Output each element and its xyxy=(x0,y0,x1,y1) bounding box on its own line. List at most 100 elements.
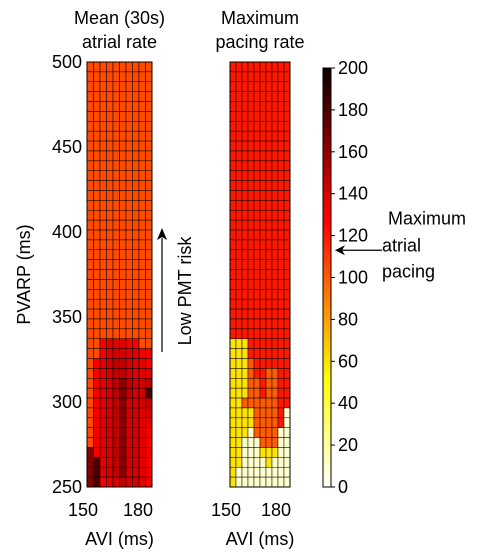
colorbar-segment xyxy=(323,218,331,223)
colorbar-segment xyxy=(323,322,331,327)
heatmap-cell xyxy=(283,348,291,359)
heatmap-cell xyxy=(259,368,267,379)
colorbar-segment xyxy=(323,214,331,219)
heatmap-cell xyxy=(277,91,285,102)
heatmap-cell xyxy=(283,81,291,92)
heatmap-cell xyxy=(235,289,243,300)
heatmap-cell xyxy=(271,160,279,171)
heatmap-cell xyxy=(125,180,133,191)
heatmap-cell xyxy=(145,259,153,270)
heatmap-cell xyxy=(99,259,107,270)
heatmap-cell xyxy=(241,229,249,241)
heatmap-cell xyxy=(271,298,279,310)
heatmap-cell xyxy=(253,61,261,73)
heatmap-cell xyxy=(125,427,133,438)
colorbar-segment xyxy=(323,81,331,87)
heatmap-cell xyxy=(86,150,94,162)
heatmap-cell xyxy=(93,476,101,488)
heatmap-cell xyxy=(112,338,120,349)
heatmap-cell xyxy=(235,328,243,339)
heatmap-cell xyxy=(86,358,94,369)
heatmap-cell xyxy=(271,150,279,162)
heatmap-cell xyxy=(125,447,133,458)
heatmap-cell xyxy=(259,397,267,409)
heatmap-cell xyxy=(241,338,249,349)
heatmap-cell xyxy=(235,210,243,221)
heatmap-cell xyxy=(247,150,255,162)
heatmap-cell xyxy=(241,447,249,458)
heatmap-cell xyxy=(271,269,279,280)
heatmap-cell xyxy=(283,200,291,211)
heatmap-cell xyxy=(112,308,120,320)
heatmap-cell xyxy=(235,338,243,349)
heatmap-cell xyxy=(125,466,133,478)
heatmap-cell xyxy=(145,219,153,231)
heatmap-cell xyxy=(265,358,273,369)
heatmap-cell xyxy=(229,101,237,112)
heatmap-cell xyxy=(138,111,146,122)
heatmap-cell xyxy=(86,308,94,320)
heatmap-cell xyxy=(99,378,107,389)
heatmap-cell xyxy=(235,200,243,211)
colorbar-segment xyxy=(323,68,331,73)
heatmap-cell xyxy=(119,437,127,448)
heatmap-cell xyxy=(241,180,249,191)
heatmap-cell xyxy=(283,170,291,181)
heatmap-cell xyxy=(86,338,94,349)
heatmap-cell xyxy=(265,130,273,142)
colorbar-segment xyxy=(323,235,331,240)
heatmap-cell xyxy=(265,150,273,162)
heatmap-cell xyxy=(277,61,285,73)
heatmap-cell xyxy=(253,170,261,181)
heatmap-cell xyxy=(86,71,94,83)
heatmap-cell xyxy=(235,249,243,260)
heatmap-cell xyxy=(138,289,146,300)
heatmap-cell xyxy=(247,71,255,83)
heatmap-cell xyxy=(93,378,101,389)
heatmap-cell xyxy=(132,81,140,92)
heatmap-cell xyxy=(229,130,237,142)
heatmap-cell xyxy=(247,140,255,152)
heatmap-cell xyxy=(145,457,153,468)
heatmap-cell xyxy=(283,387,291,399)
heatmap-cell xyxy=(229,140,237,152)
colorbar-segment xyxy=(323,333,331,338)
heatmap-cell xyxy=(99,466,107,478)
heatmap-cell xyxy=(93,150,101,162)
heatmap-cell xyxy=(99,180,107,191)
heatmap-cell xyxy=(99,279,107,290)
colorbar-segment xyxy=(323,326,331,331)
heatmap-cell xyxy=(283,160,291,171)
heatmap-cell xyxy=(125,279,133,290)
colorbar-segment xyxy=(323,116,331,121)
heatmap-cell xyxy=(86,219,94,231)
colorbar-segment xyxy=(323,263,331,268)
heatmap-cell xyxy=(241,160,249,171)
heatmap-cell xyxy=(119,348,127,359)
heatmap-cell xyxy=(93,239,101,251)
y-tick-label: 350 xyxy=(52,307,82,327)
heatmap-cell xyxy=(138,348,146,359)
colorbar-tick-label: 140 xyxy=(338,184,368,204)
heatmap-cell xyxy=(271,348,279,359)
heatmap-cell xyxy=(229,239,237,251)
heatmap-cell xyxy=(229,91,237,102)
heatmap-cell xyxy=(99,437,107,448)
heatmap-cell xyxy=(112,210,120,221)
heatmap-cell xyxy=(265,368,273,379)
heatmap-cell xyxy=(253,269,261,280)
heatmap-cell xyxy=(86,387,94,399)
heatmap-cell xyxy=(99,239,107,251)
heatmap-cell xyxy=(145,397,153,409)
heatmap-cell xyxy=(277,417,285,428)
heatmap-cell xyxy=(112,160,120,171)
y-axis: 250 300 350 400 450 500 PVARP (ms) xyxy=(14,52,82,497)
heatmap-cell xyxy=(277,229,285,241)
heatmap-cell xyxy=(247,121,255,132)
heatmap-cell xyxy=(247,61,255,73)
heatmap-cell xyxy=(93,338,101,349)
heatmap-cell xyxy=(112,289,120,300)
heatmap-cell xyxy=(106,318,114,330)
heatmap-cell xyxy=(145,130,153,142)
colorbar-segment xyxy=(323,417,331,422)
